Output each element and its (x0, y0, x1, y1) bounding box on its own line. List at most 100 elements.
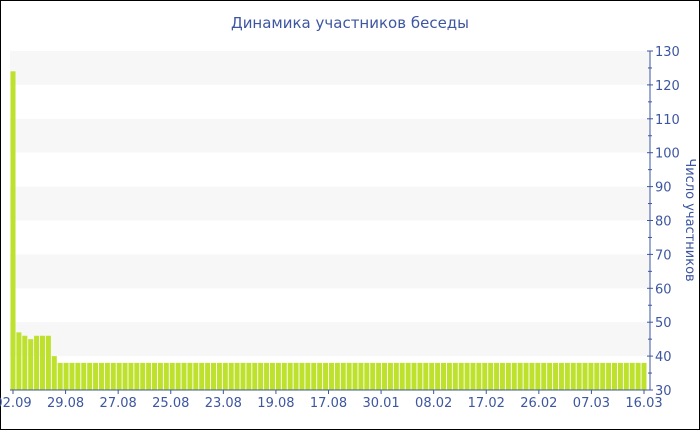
bar (387, 362, 393, 390)
x-tick-label: 19.08 (257, 396, 294, 411)
y-tick-label: 80 (655, 215, 672, 230)
y-tick-label: 100 (655, 147, 680, 162)
bar (10, 71, 16, 390)
bar (541, 362, 547, 390)
x-tick-label: 29.08 (47, 396, 84, 411)
bar (311, 362, 317, 390)
bar (122, 362, 128, 390)
bar (393, 362, 399, 390)
x-tick-label: 26.02 (520, 396, 557, 411)
y-tick-label: 120 (655, 79, 680, 94)
bar (287, 362, 293, 390)
bar (452, 362, 458, 390)
bar (364, 362, 370, 390)
bar (51, 356, 57, 390)
y-tick-label: 90 (655, 181, 672, 196)
bar (228, 362, 234, 390)
y-tick-label: 130 (655, 45, 680, 60)
bar (405, 362, 411, 390)
bar (134, 362, 140, 390)
bar (22, 335, 28, 390)
bar (370, 362, 376, 390)
bar (169, 362, 175, 390)
grid-band (10, 322, 650, 357)
bar (435, 362, 441, 390)
bar (57, 362, 63, 390)
bar (140, 362, 146, 390)
bar (187, 362, 193, 390)
bar (146, 362, 152, 390)
bar (617, 362, 623, 390)
bar (128, 362, 134, 390)
y-tick-label: 110 (655, 113, 680, 128)
bar (258, 362, 264, 390)
bar (246, 362, 252, 390)
bar (222, 362, 228, 390)
y-tick-label: 60 (655, 282, 672, 297)
bar (87, 362, 93, 390)
bar (482, 362, 488, 390)
bar (116, 362, 122, 390)
x-tick-label: 07.03 (573, 396, 610, 411)
bar (464, 362, 470, 390)
bar (163, 362, 169, 390)
bar (429, 362, 435, 390)
x-tick-label: 30.01 (362, 396, 399, 411)
bar (588, 362, 594, 390)
bar (346, 362, 352, 390)
bar (45, 335, 51, 390)
bar (558, 362, 564, 390)
x-tick-label: 23.08 (205, 396, 242, 411)
bar (75, 362, 81, 390)
bar (39, 335, 45, 390)
bar (293, 362, 299, 390)
bar (305, 362, 311, 390)
x-tick-label: 25.08 (152, 396, 189, 411)
bar (28, 339, 34, 390)
bar (411, 362, 417, 390)
bar (299, 362, 305, 390)
bar (517, 362, 523, 390)
chart-title: Динамика участников беседы (231, 14, 469, 32)
bar (81, 362, 87, 390)
bar (440, 362, 446, 390)
bar (352, 362, 358, 390)
bar (376, 362, 382, 390)
bar (216, 362, 222, 390)
x-tick-label: 27.08 (100, 396, 137, 411)
bar (476, 362, 482, 390)
grid-band (10, 254, 650, 289)
bar (529, 362, 535, 390)
bar (110, 362, 116, 390)
bar (612, 362, 618, 390)
bar (382, 362, 388, 390)
bar (104, 362, 110, 390)
bar (340, 362, 346, 390)
bar (275, 362, 281, 390)
bar (635, 362, 641, 390)
bar (358, 362, 364, 390)
bar (523, 362, 529, 390)
bar (576, 362, 582, 390)
bar (328, 362, 334, 390)
x-tick-label: 08.02 (415, 396, 452, 411)
bar (547, 362, 553, 390)
y-axis-label: Число участников (682, 158, 697, 281)
bar (629, 362, 635, 390)
bar (600, 362, 606, 390)
x-tick-label: 02.09 (0, 396, 32, 411)
bar (98, 362, 104, 390)
bar (175, 362, 181, 390)
bar (423, 362, 429, 390)
bar (16, 332, 22, 390)
bar (641, 362, 647, 390)
grid-band (10, 118, 650, 153)
bar (264, 362, 270, 390)
bar (564, 362, 570, 390)
x-tick-label: 17.08 (310, 396, 347, 411)
bar (623, 362, 629, 390)
bar (234, 362, 240, 390)
y-tick-label: 70 (655, 248, 672, 263)
bar (323, 362, 329, 390)
